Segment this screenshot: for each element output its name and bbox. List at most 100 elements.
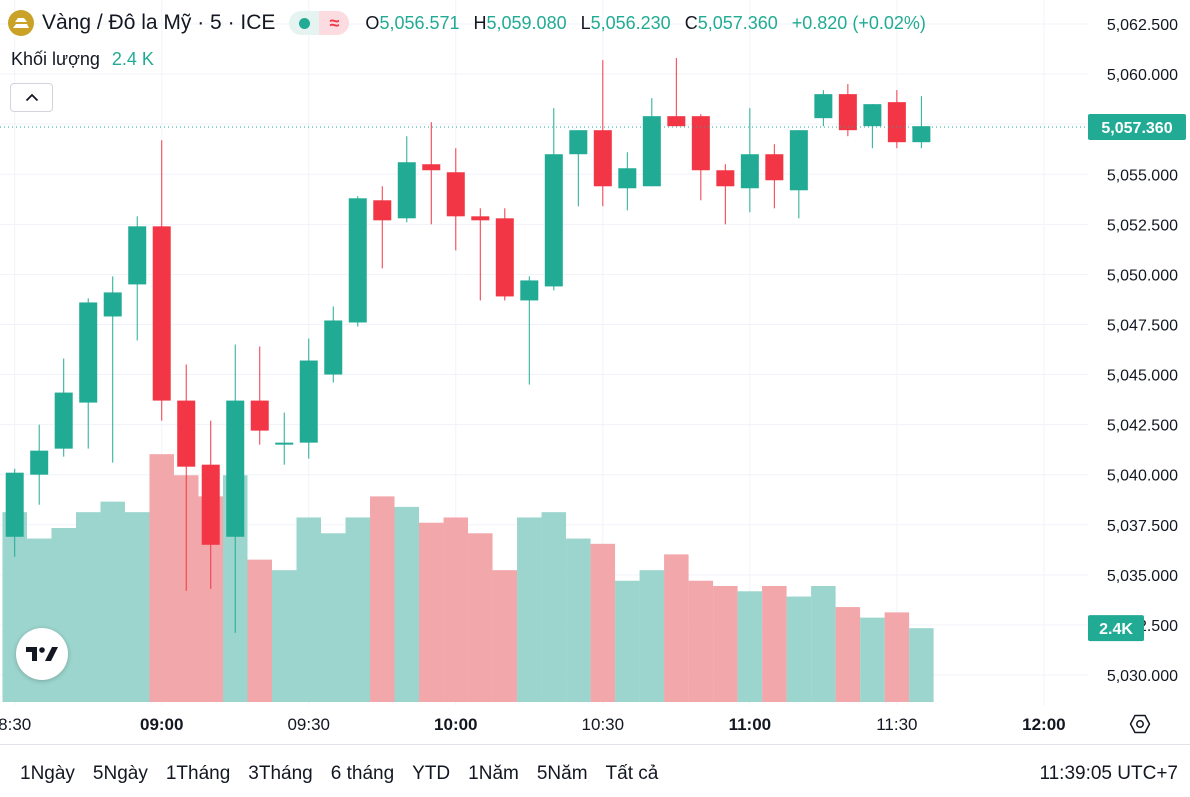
range-tab[interactable]: 1Năm bbox=[468, 763, 519, 784]
range-tab[interactable]: 5Năm bbox=[536, 763, 588, 784]
time-axis[interactable]: 8:30 09:00 09:30 10:00 10:30 11:00 11:30 12:00 bbox=[0, 715, 1066, 734]
candle-body bbox=[887, 102, 906, 143]
chart-settings-button[interactable] bbox=[1126, 710, 1154, 738]
candle bbox=[569, 130, 588, 207]
market-status[interactable]: ≈ bbox=[289, 11, 350, 35]
ohlc-low: L5,056.230 bbox=[580, 12, 671, 33]
candle-body bbox=[642, 116, 661, 187]
candle bbox=[5, 468, 24, 557]
volume-bar bbox=[272, 570, 297, 702]
volume-bar bbox=[124, 512, 150, 702]
candle-body bbox=[912, 126, 931, 143]
volume-bar bbox=[762, 586, 787, 702]
candle bbox=[520, 276, 539, 385]
volume-bar bbox=[492, 570, 518, 702]
range-tab[interactable]: Tất cả bbox=[605, 763, 659, 784]
volume-bar bbox=[639, 570, 665, 702]
candle-body bbox=[520, 280, 539, 301]
volume-legend: Khối lượng 2.4 K bbox=[11, 49, 154, 70]
candle-body bbox=[593, 130, 612, 187]
candle-body bbox=[299, 360, 318, 443]
volume-bar bbox=[737, 591, 763, 702]
candle bbox=[446, 148, 465, 251]
price-tick-label: 5,052.500 bbox=[1107, 217, 1178, 234]
range-tab[interactable]: 3Tháng bbox=[248, 763, 313, 784]
candle-body bbox=[201, 464, 220, 545]
last-price-label: 5,057.360 bbox=[1101, 120, 1172, 137]
chevron-up-icon bbox=[25, 93, 38, 102]
price-tick-label: 5,060.000 bbox=[1107, 67, 1178, 84]
candle bbox=[691, 114, 710, 201]
price-tick-label: 5,037.500 bbox=[1107, 518, 1178, 535]
tradingview-logo[interactable] bbox=[16, 628, 68, 680]
candle bbox=[765, 144, 784, 209]
candle-body bbox=[471, 216, 490, 221]
candle bbox=[275, 412, 294, 465]
range-tab[interactable]: 1Tháng bbox=[165, 763, 231, 784]
candle-body bbox=[226, 400, 245, 537]
candle bbox=[740, 108, 759, 213]
market-open-icon[interactable] bbox=[289, 11, 320, 35]
ohlc-close: C5,057.360 bbox=[684, 12, 778, 33]
candle bbox=[838, 84, 857, 137]
candlesticks bbox=[5, 58, 931, 633]
symbol-title[interactable]: Vàng / Đô la Mỹ · 5 · ICE bbox=[42, 11, 276, 34]
volume-bar bbox=[370, 496, 395, 702]
candle bbox=[544, 108, 563, 291]
volume-bar bbox=[664, 554, 689, 702]
candle bbox=[226, 344, 245, 633]
range-tab[interactable]: 6 tháng bbox=[330, 763, 395, 784]
clock-timezone[interactable]: 11:39:05 UTC+7 bbox=[1039, 763, 1178, 784]
candle-body bbox=[128, 226, 147, 285]
range-tab[interactable]: YTD bbox=[412, 763, 451, 784]
volume-bar bbox=[443, 517, 469, 702]
gold-symbol-icon[interactable] bbox=[8, 10, 34, 36]
ohlc-open: O5,056.571 bbox=[365, 12, 460, 33]
candle-body bbox=[446, 172, 465, 217]
candle bbox=[103, 276, 122, 463]
candle bbox=[593, 60, 612, 207]
candle bbox=[642, 98, 661, 187]
candle-body bbox=[691, 116, 710, 171]
candle-body bbox=[544, 154, 563, 287]
ohlc-values: O5,056.571 H5,059.080 L5,056.230 C5,057.… bbox=[365, 13, 925, 34]
volume-bar bbox=[713, 586, 738, 702]
candle bbox=[152, 140, 171, 421]
candle-body bbox=[348, 198, 367, 323]
candle-body bbox=[250, 400, 269, 431]
range-tab[interactable]: 1Ngày bbox=[20, 763, 75, 784]
candle-body bbox=[103, 292, 122, 317]
candle bbox=[177, 364, 196, 591]
candle bbox=[618, 152, 637, 211]
volume-bar bbox=[884, 612, 910, 702]
price-tick-label: 5,035.000 bbox=[1107, 568, 1178, 585]
range-tab[interactable]: 5Ngày bbox=[92, 763, 148, 784]
price-chart[interactable]: 5,062.5005,060.0005,057.5005,055.0005,05… bbox=[0, 0, 1190, 744]
volume-label[interactable]: Khối lượng bbox=[11, 49, 100, 69]
volume-bar bbox=[615, 580, 640, 702]
candle-body bbox=[177, 400, 196, 467]
candle-body bbox=[79, 302, 98, 403]
collapse-legend-button[interactable] bbox=[10, 83, 53, 112]
candle-body bbox=[373, 200, 392, 221]
candle bbox=[887, 90, 906, 149]
symbol-legend: Vàng / Đô la Mỹ · 5 · ICE ≈ O5,056.571 H… bbox=[8, 8, 926, 38]
candle bbox=[54, 358, 73, 457]
volume-bar bbox=[468, 533, 493, 702]
price-tick-label: 5,042.500 bbox=[1107, 418, 1178, 435]
candle-body bbox=[789, 130, 808, 191]
wave-icon[interactable]: ≈ bbox=[319, 11, 350, 35]
volume-bar bbox=[419, 522, 444, 702]
volume-bar bbox=[835, 607, 861, 702]
candle-body bbox=[495, 218, 514, 297]
ohlc-high: H5,059.080 bbox=[473, 12, 567, 33]
time-tick-label: 09:00 bbox=[140, 715, 183, 734]
candle-body bbox=[30, 450, 49, 475]
date-range-tabs: 1Ngày 5Ngày 1Tháng 3Tháng 6 tháng YTD 1Năm 5Năm… bbox=[20, 763, 658, 785]
candle-body bbox=[152, 226, 171, 401]
candle-body bbox=[765, 154, 784, 181]
candle bbox=[201, 420, 220, 589]
price-change: +0.820 (+0.02%) bbox=[791, 12, 926, 33]
candle-body bbox=[397, 162, 416, 219]
candle-body bbox=[838, 94, 857, 131]
